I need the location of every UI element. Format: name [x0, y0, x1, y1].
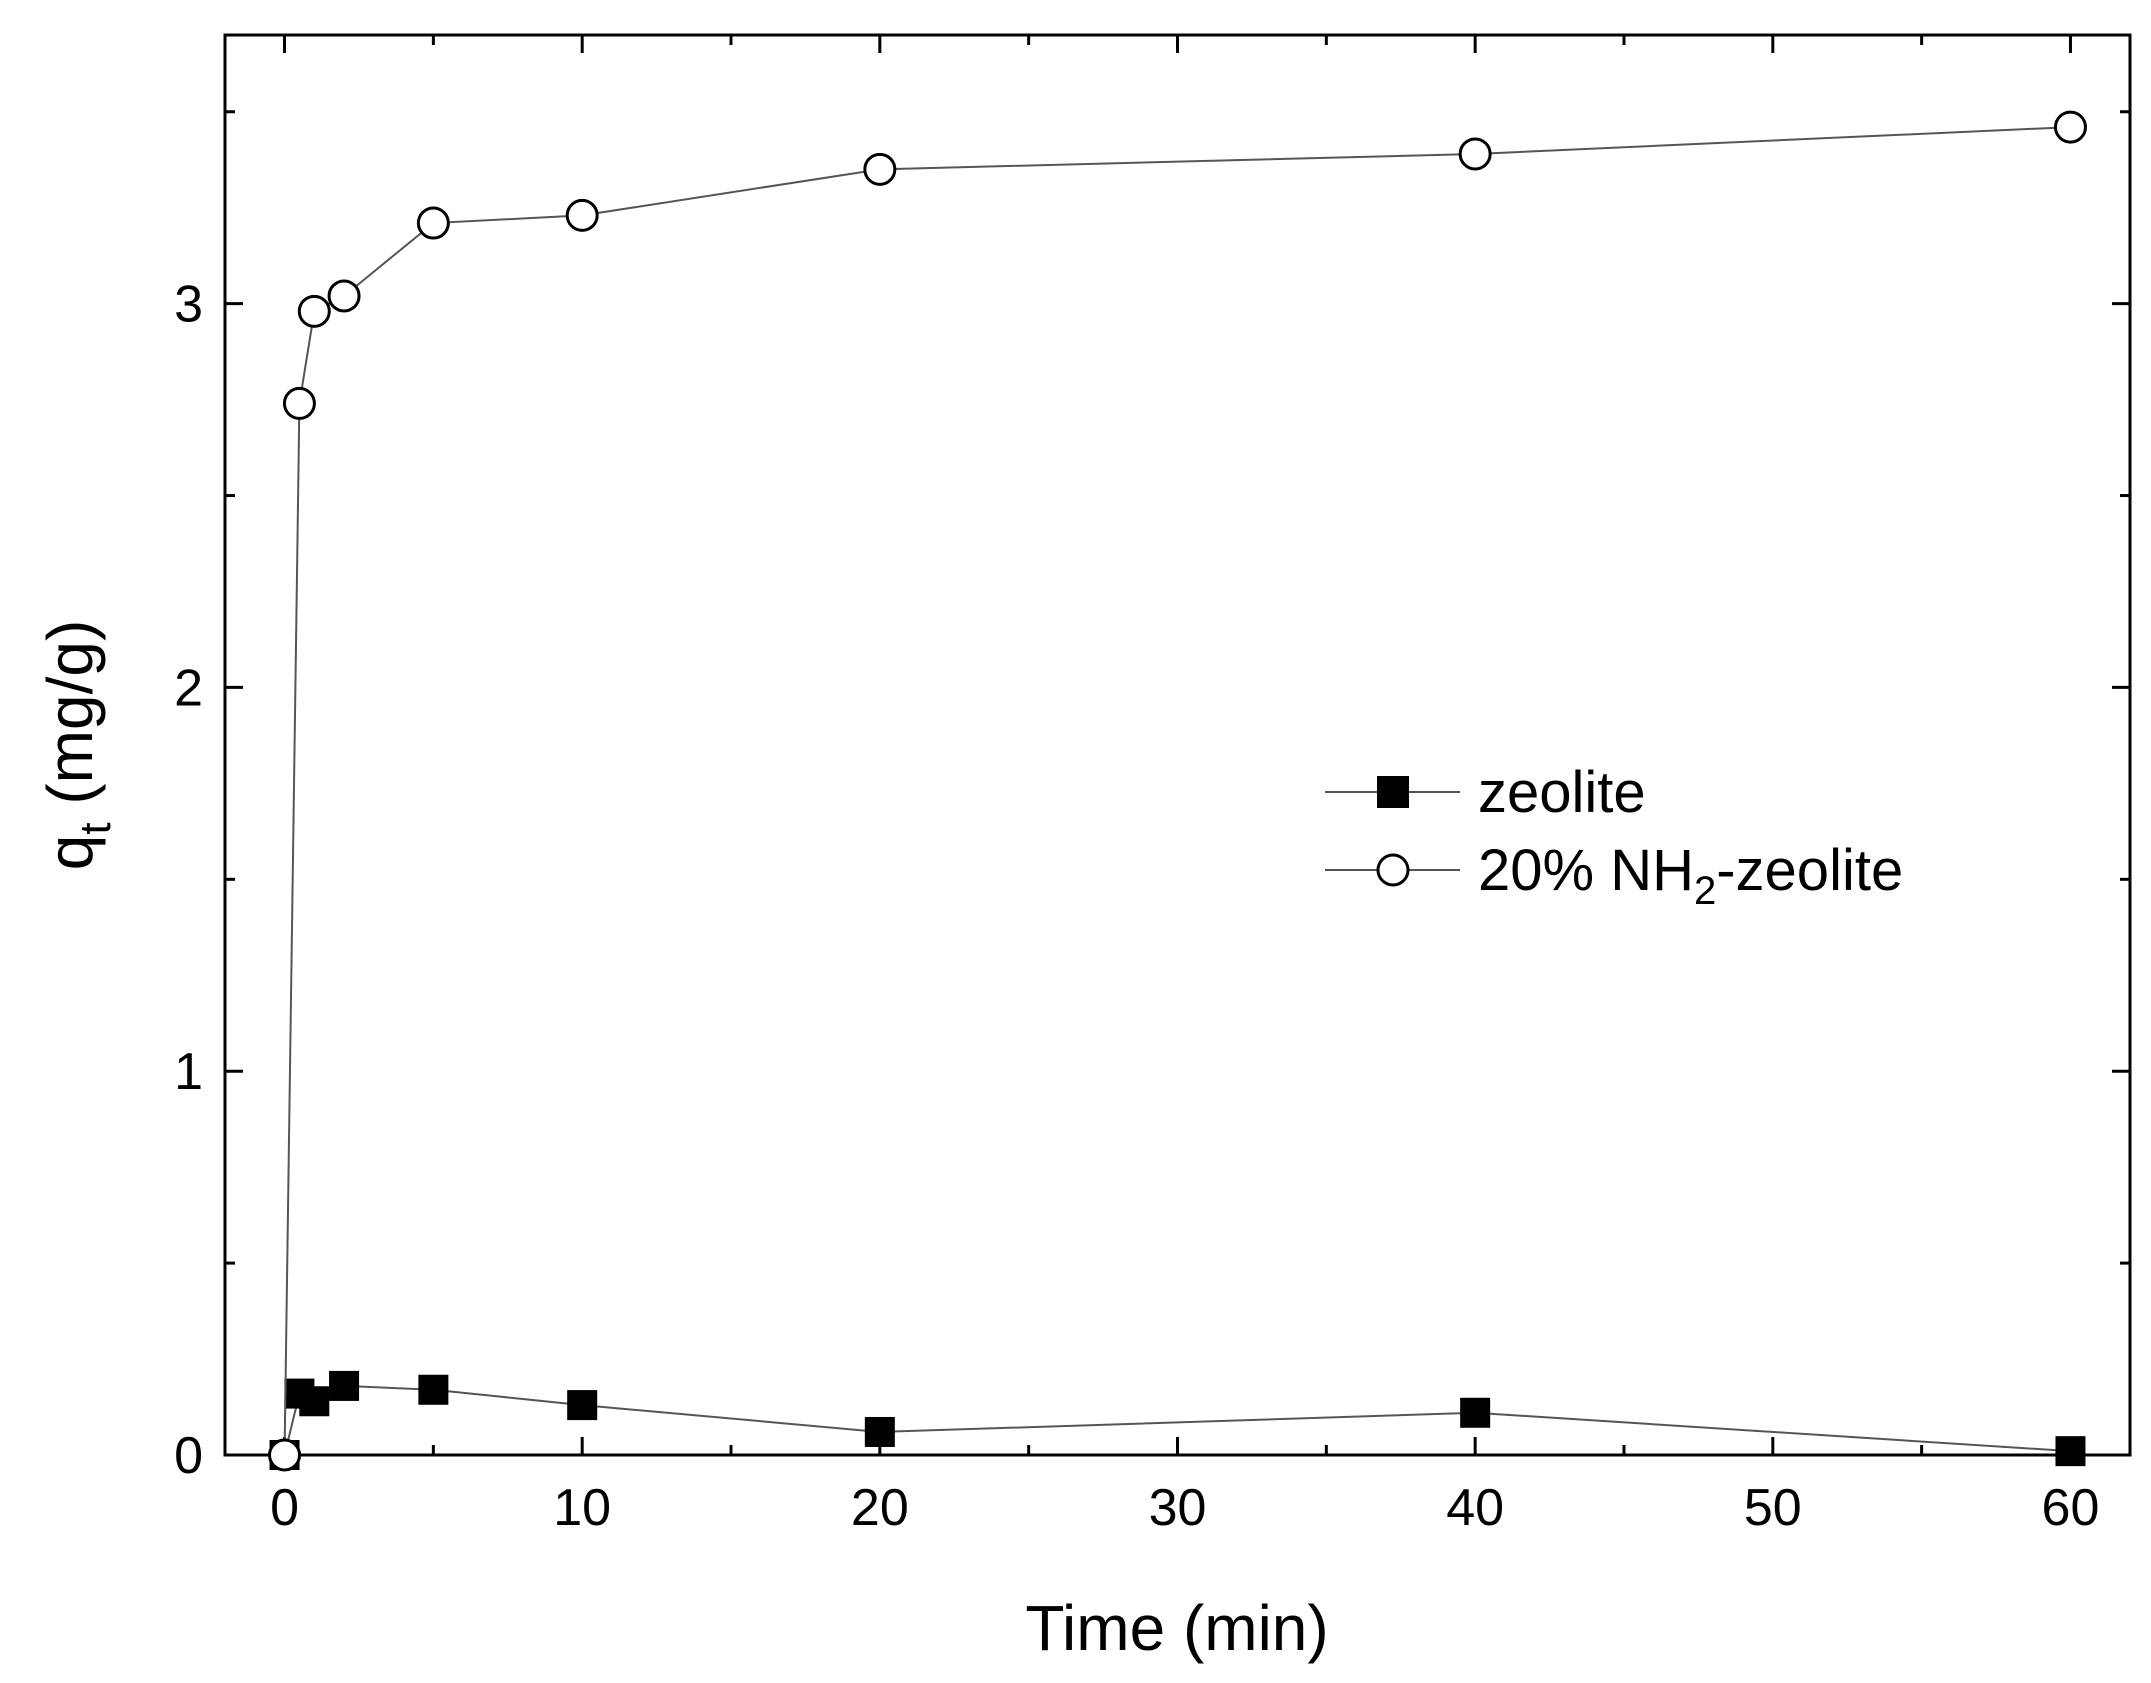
- data-point-nh2-zeolite: [565, 198, 599, 232]
- y-tick-label: 0: [174, 1427, 203, 1485]
- x-tick-label: 0: [270, 1479, 299, 1537]
- data-point-nh2-zeolite: [282, 386, 316, 420]
- x-tick-labels: 0 10 20 30 40 50 60: [270, 1479, 2099, 1537]
- data-point-zeolite: [864, 1416, 895, 1447]
- data-point-nh2-zeolite: [2053, 110, 2087, 144]
- axis-ticks: [225, 35, 2130, 1457]
- x-tick-label: 40: [1446, 1479, 1504, 1537]
- x-tick-label: 30: [1149, 1479, 1207, 1537]
- data-point-zeolite: [418, 1374, 449, 1405]
- data-point-nh2-zeolite: [297, 294, 331, 328]
- data-point-zeolite: [329, 1370, 360, 1401]
- plot-frame: [223, 33, 2132, 1457]
- data-point-zeolite: [2055, 1436, 2086, 1467]
- y-axis-title: qt (mg/g): [34, 620, 120, 871]
- data-point-zeolite: [567, 1390, 598, 1421]
- data-point-nh2-zeolite: [1458, 137, 1492, 171]
- legend-label-nh2-zeolite: 20% NH2-zeolite: [1478, 838, 1903, 913]
- data-point-nh2-zeolite: [863, 152, 897, 186]
- x-tick-label: 10: [553, 1479, 611, 1537]
- data-point-nh2-zeolite: [268, 1438, 302, 1472]
- y-tick-labels: 0 1 2 3: [174, 276, 203, 1485]
- legend-label-zeolite: zeolite: [1478, 760, 1646, 825]
- y-tick-label: 3: [174, 276, 203, 334]
- y-tick-label: 2: [174, 659, 203, 717]
- y-tick-label: 1: [174, 1043, 203, 1101]
- series-layer: [268, 110, 2087, 1472]
- legend: zeolite 20% NH2-zeolite: [1325, 760, 1903, 913]
- data-point-nh2-zeolite: [416, 206, 450, 240]
- x-tick-label: 20: [851, 1479, 909, 1537]
- x-tick-label: 50: [1744, 1479, 1802, 1537]
- legend-marker-nh2-zeolite: [1376, 853, 1410, 887]
- data-point-zeolite: [299, 1386, 330, 1417]
- x-axis-title: Time (min): [1025, 1592, 1328, 1664]
- data-point-nh2-zeolite: [327, 279, 361, 313]
- x-tick-label: 60: [2042, 1479, 2100, 1537]
- series-line-nh2-zeolite: [283, 126, 2071, 1456]
- data-point-zeolite: [1460, 1397, 1491, 1428]
- legend-marker-zeolite: [1377, 776, 1409, 808]
